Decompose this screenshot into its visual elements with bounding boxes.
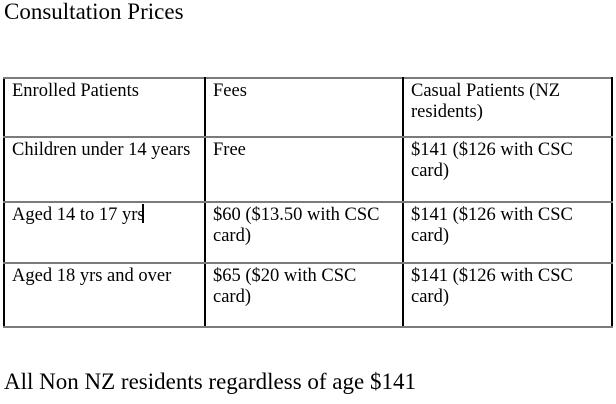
table-cell[interactable]: $65 ($20 with CSC card) bbox=[204, 262, 404, 328]
table-row: Children under 14 years Free $141 ($126 … bbox=[3, 136, 613, 203]
document-footer-note[interactable]: All Non NZ residents regardless of age $… bbox=[4, 369, 416, 394]
table-cell[interactable]: Free bbox=[204, 136, 404, 203]
consultation-prices-table: Enrolled Patients Fees Casual Patients (… bbox=[3, 77, 613, 328]
text-cursor-caret bbox=[142, 204, 144, 223]
table-cell[interactable]: $141 ($126 with CSC card) bbox=[402, 136, 613, 203]
table-cell[interactable]: Aged 18 yrs and over bbox=[3, 262, 206, 328]
col-header-casual-patients[interactable]: Casual Patients (NZ residents) bbox=[402, 77, 613, 138]
table-cell[interactable]: Aged 14 to 17 yrs bbox=[3, 201, 206, 264]
table-cell[interactable]: $60 ($13.50 with CSC card) bbox=[204, 201, 404, 264]
table-cell[interactable]: Children under 14 years bbox=[3, 136, 206, 203]
col-header-enrolled-patients[interactable]: Enrolled Patients bbox=[3, 77, 206, 138]
document-title[interactable]: Consultation Prices bbox=[4, 0, 184, 24]
table-row: Aged 18 yrs and over $65 ($20 with CSC c… bbox=[3, 262, 613, 328]
table-row: Aged 14 to 17 yrs $60 ($13.50 with CSC c… bbox=[3, 201, 613, 264]
table-header-row: Enrolled Patients Fees Casual Patients (… bbox=[3, 77, 613, 138]
table-cell[interactable]: $141 ($126 with CSC card) bbox=[402, 262, 613, 328]
table-cell[interactable]: $141 ($126 with CSC card) bbox=[402, 201, 613, 264]
col-header-fees[interactable]: Fees bbox=[204, 77, 404, 138]
